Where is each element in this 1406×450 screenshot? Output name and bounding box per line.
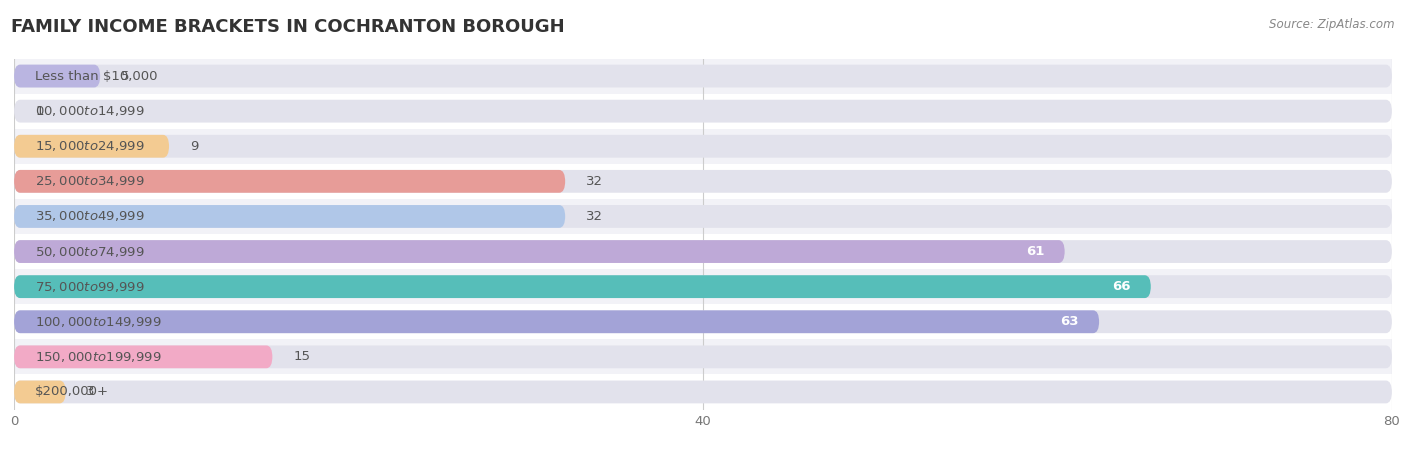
FancyBboxPatch shape: [14, 275, 1152, 298]
Text: 63: 63: [1060, 315, 1078, 328]
FancyBboxPatch shape: [14, 381, 66, 403]
FancyBboxPatch shape: [14, 346, 1392, 368]
Text: 0: 0: [35, 105, 44, 117]
Text: $35,000 to $49,999: $35,000 to $49,999: [35, 209, 145, 224]
FancyBboxPatch shape: [14, 310, 1099, 333]
FancyBboxPatch shape: [14, 346, 273, 368]
Text: 3: 3: [86, 386, 94, 398]
Text: 5: 5: [121, 70, 129, 82]
Bar: [14, 94, 1392, 129]
Text: FAMILY INCOME BRACKETS IN COCHRANTON BOROUGH: FAMILY INCOME BRACKETS IN COCHRANTON BOR…: [11, 18, 565, 36]
FancyBboxPatch shape: [14, 205, 565, 228]
Text: $25,000 to $34,999: $25,000 to $34,999: [35, 174, 145, 189]
Text: Less than $10,000: Less than $10,000: [35, 70, 157, 82]
Bar: [14, 58, 1392, 94]
Bar: [14, 129, 1392, 164]
FancyBboxPatch shape: [14, 135, 1392, 158]
FancyBboxPatch shape: [14, 240, 1064, 263]
Text: 32: 32: [586, 175, 603, 188]
Text: 66: 66: [1112, 280, 1130, 293]
Text: $50,000 to $74,999: $50,000 to $74,999: [35, 244, 145, 259]
Text: $150,000 to $199,999: $150,000 to $199,999: [35, 350, 162, 364]
Text: 32: 32: [586, 210, 603, 223]
FancyBboxPatch shape: [14, 65, 1392, 87]
Text: 9: 9: [190, 140, 198, 153]
FancyBboxPatch shape: [14, 170, 1392, 193]
FancyBboxPatch shape: [14, 170, 565, 193]
Text: 61: 61: [1025, 245, 1045, 258]
FancyBboxPatch shape: [14, 205, 1392, 228]
Bar: [14, 234, 1392, 269]
Bar: [14, 304, 1392, 339]
Bar: [14, 199, 1392, 234]
Text: Source: ZipAtlas.com: Source: ZipAtlas.com: [1270, 18, 1395, 31]
Bar: [14, 339, 1392, 374]
Bar: [14, 374, 1392, 410]
Text: 15: 15: [292, 351, 311, 363]
FancyBboxPatch shape: [14, 135, 169, 158]
FancyBboxPatch shape: [14, 275, 1392, 298]
Text: $200,000+: $200,000+: [35, 386, 108, 398]
Text: $15,000 to $24,999: $15,000 to $24,999: [35, 139, 145, 153]
FancyBboxPatch shape: [14, 381, 1392, 403]
FancyBboxPatch shape: [14, 100, 1392, 122]
Text: $100,000 to $149,999: $100,000 to $149,999: [35, 315, 162, 329]
FancyBboxPatch shape: [14, 310, 1392, 333]
FancyBboxPatch shape: [14, 240, 1392, 263]
FancyBboxPatch shape: [14, 65, 100, 87]
Bar: [14, 269, 1392, 304]
Text: $75,000 to $99,999: $75,000 to $99,999: [35, 279, 145, 294]
Bar: [14, 164, 1392, 199]
Text: $10,000 to $14,999: $10,000 to $14,999: [35, 104, 145, 118]
